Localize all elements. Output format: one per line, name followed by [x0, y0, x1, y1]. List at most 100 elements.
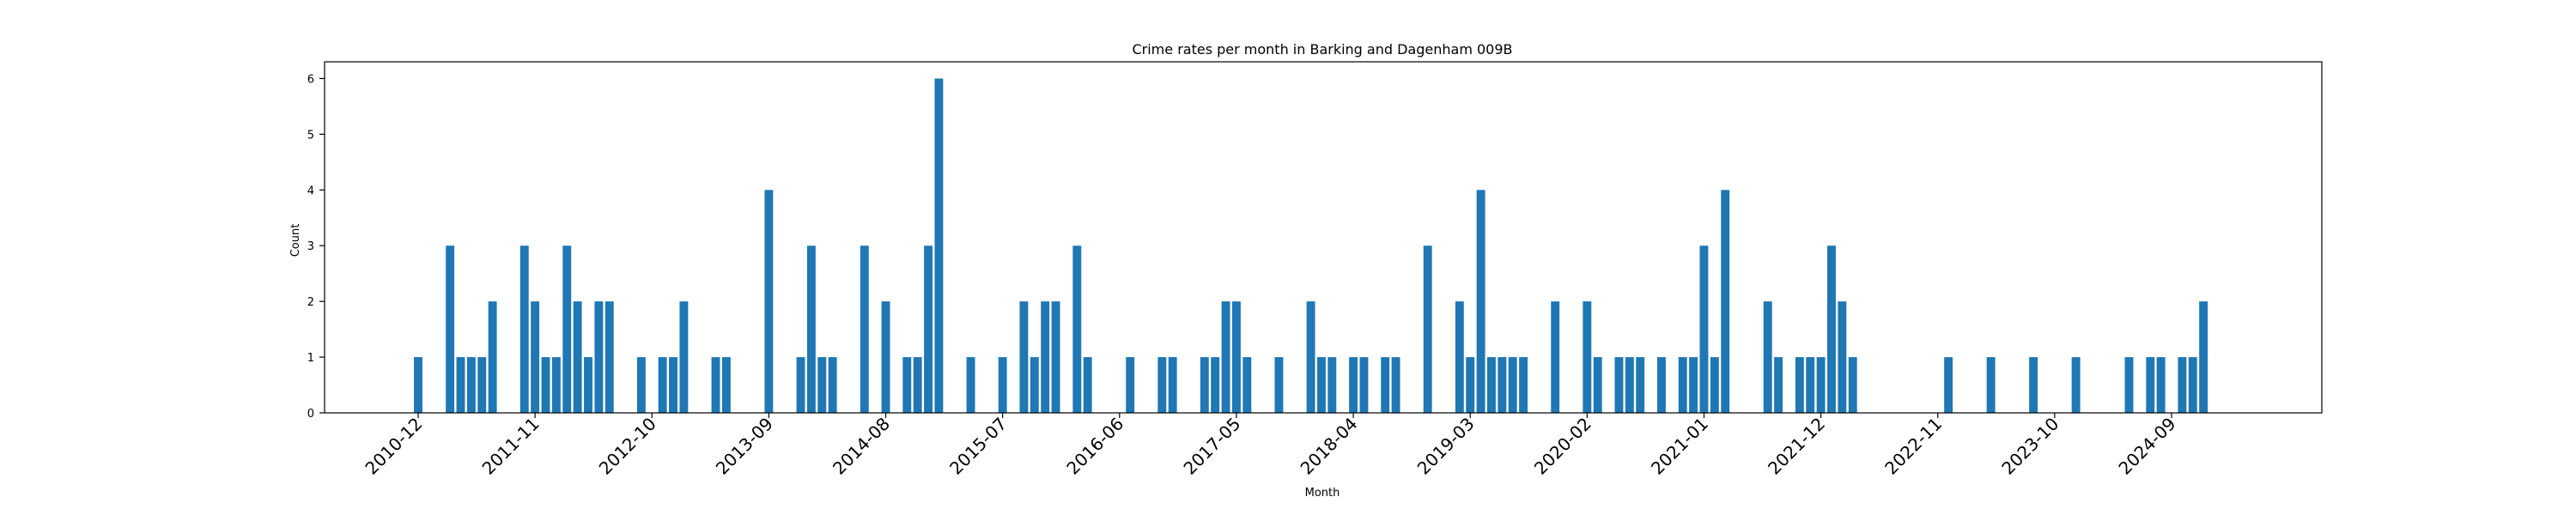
bar-2017-04: [1221, 301, 1230, 413]
bar-2020-12: [1689, 357, 1698, 413]
bar-2017-06: [1242, 357, 1252, 413]
bar-2019-04: [1476, 190, 1485, 413]
bar-2013-01: [679, 301, 689, 413]
y-tick-label-4: 4: [307, 185, 314, 197]
bar-2019-03: [1466, 357, 1475, 413]
bar-2021-11: [1806, 357, 1815, 413]
bar-2015-11: [1041, 301, 1050, 413]
y-tick-label-1: 1: [307, 352, 314, 365]
bar-2024-05: [2124, 357, 2134, 413]
bar-2024-11: [2188, 357, 2197, 413]
bar-2018-05: [1359, 357, 1369, 413]
bar-2014-11: [913, 357, 922, 413]
bar-2018-11: [1423, 245, 1432, 413]
bar-2013-05: [721, 357, 731, 413]
x-tick-label-2023-10: 2023-10: [1997, 414, 2063, 479]
bar-2011-07: [488, 301, 497, 413]
bar-2011-06: [477, 357, 487, 413]
bar-2023-12: [2071, 357, 2081, 413]
bar-2014-02: [817, 357, 827, 413]
x-tick-label-2018-04: 2018-04: [1297, 414, 1362, 479]
bar-2012-06: [605, 301, 614, 413]
bar-2022-01: [1827, 245, 1836, 413]
bar-2020-05: [1614, 357, 1624, 413]
bar-2014-12: [924, 245, 933, 413]
bar-2018-02: [1327, 357, 1337, 413]
bar-2021-03: [1721, 190, 1730, 413]
bar-2011-10: [519, 245, 529, 413]
x-tick-label-2017-05: 2017-05: [1179, 414, 1244, 479]
bar-2021-02: [1710, 357, 1719, 413]
bar-2020-07: [1636, 357, 1645, 413]
x-tick-label-2019-03: 2019-03: [1413, 414, 1479, 479]
bar-2016-10: [1157, 357, 1167, 413]
bar-2012-05: [594, 301, 604, 413]
bar-2018-04: [1349, 357, 1358, 413]
bar-2018-08: [1391, 357, 1400, 413]
bar-2021-08: [1774, 357, 1783, 413]
chart-title: Crime rates per month in Barking and Dag…: [1132, 41, 1512, 58]
bar-2021-07: [1763, 301, 1772, 413]
bar-2011-03: [446, 245, 455, 413]
bar-2023-04: [1986, 357, 1996, 413]
bar-2014-10: [902, 357, 912, 413]
y-axis-label: Count: [289, 224, 302, 258]
bar-2017-03: [1211, 357, 1220, 413]
plot-frame: [324, 61, 2323, 414]
bar-2016-07: [1126, 357, 1135, 413]
bar-2019-06: [1498, 357, 1507, 413]
bar-2022-03: [1848, 357, 1857, 413]
bar-2020-06: [1625, 357, 1634, 413]
bar-2020-03: [1593, 357, 1602, 413]
bar-2017-02: [1200, 357, 1209, 413]
bar-2018-01: [1316, 357, 1326, 413]
bar-2020-02: [1583, 301, 1592, 413]
bar-2019-08: [1519, 357, 1528, 413]
y-tick-label-3: 3: [307, 240, 314, 253]
bar-2024-08: [2156, 357, 2166, 413]
bar-2019-02: [1455, 301, 1464, 413]
bar-2011-05: [466, 357, 476, 413]
x-tick-label-2016-06: 2016-06: [1062, 414, 1127, 479]
bar-2020-11: [1678, 357, 1687, 413]
bar-2023-08: [2029, 357, 2038, 413]
bar-2014-03: [828, 357, 837, 413]
bar-2019-05: [1487, 357, 1496, 413]
x-axis-label: Month: [1305, 487, 1340, 500]
bar-2019-11: [1551, 301, 1560, 413]
bar-2013-04: [711, 357, 720, 413]
x-tick-label-2014-08: 2014-08: [829, 414, 894, 479]
bar-2011-04: [456, 357, 465, 413]
bar-2017-09: [1274, 357, 1284, 413]
plot-area: 0 1 2 3 4 5 6 2010-12 2011-11 2012-10 2013-09 2014-…: [307, 61, 2323, 479]
y-tick-label-5: 5: [307, 129, 314, 142]
bar-2024-10: [2178, 357, 2187, 413]
x-tick-label-2021-12: 2021-12: [1764, 414, 1829, 479]
bar-2015-07: [998, 357, 1007, 413]
bar-2019-07: [1508, 357, 1517, 413]
x-tick-label-2012-10: 2012-10: [595, 414, 660, 479]
bar-2016-02: [1072, 245, 1082, 413]
bar-2012-04: [584, 357, 592, 413]
x-tick-label-2024-09: 2024-09: [2114, 414, 2179, 479]
x-tick-label-2011-11: 2011-11: [478, 414, 544, 479]
bar-2017-12: [1306, 301, 1315, 413]
bar-2010-12: [414, 357, 422, 413]
y-tick-label-2: 2: [307, 296, 314, 309]
bar-2016-03: [1083, 357, 1092, 413]
bar-2018-07: [1381, 357, 1390, 413]
x-tick-label-2022-11: 2022-11: [1880, 414, 1946, 479]
bar-2021-12: [1816, 357, 1826, 413]
bar-2014-06: [860, 245, 869, 413]
bar-2013-12: [796, 357, 805, 413]
bar-2012-01: [551, 357, 561, 413]
bar-2014-08: [881, 301, 890, 413]
bar-2015-01: [934, 78, 944, 413]
x-tick-label-2021-01: 2021-01: [1647, 414, 1712, 479]
y-tick-label-6: 6: [307, 73, 314, 86]
bar-2015-12: [1051, 301, 1060, 413]
bar-2012-02: [562, 245, 572, 413]
bar-2011-12: [541, 357, 550, 413]
bar-2020-09: [1657, 357, 1666, 413]
